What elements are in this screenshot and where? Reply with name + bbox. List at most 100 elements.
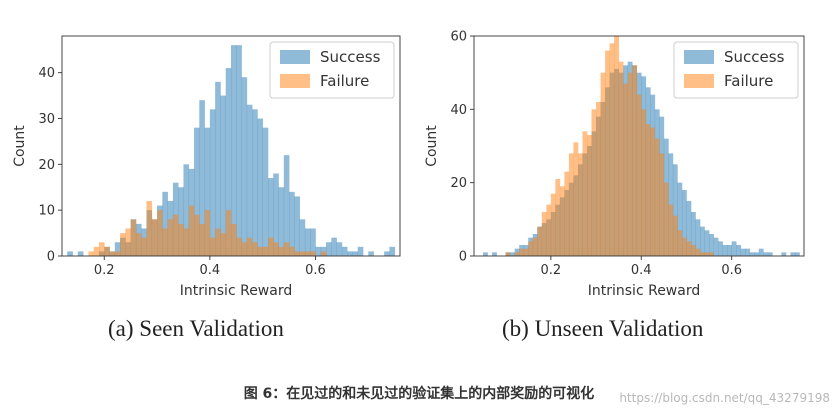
- failure-bar: [151, 219, 158, 256]
- success-bar: [763, 252, 769, 256]
- failure-bar: [541, 212, 547, 256]
- success-bar: [713, 237, 719, 256]
- success-bar: [236, 45, 242, 256]
- success-bar: [283, 155, 290, 256]
- success-bar: [347, 251, 353, 256]
- success-bar: [77, 251, 84, 256]
- failure-bar: [252, 242, 258, 256]
- x-tick-label: 0.4: [200, 263, 221, 278]
- success-bar: [700, 226, 705, 256]
- failure-bar: [146, 201, 153, 256]
- success-bar: [304, 228, 311, 256]
- success-bar: [384, 251, 390, 256]
- failure-bar: [310, 251, 316, 256]
- failure-bar: [609, 43, 615, 256]
- success-bar: [246, 104, 253, 256]
- failure-bar: [577, 153, 583, 256]
- failure-bar: [304, 251, 311, 256]
- x-tick-label: 0.6: [721, 263, 742, 278]
- chart-unseen-validation: 0.2 0.4 0.6 0 20 40 60 Intrinsic Reward Count Suc…: [424, 30, 805, 299]
- success-bar: [672, 164, 678, 256]
- success-bar: [331, 237, 337, 256]
- plot-frame: [473, 35, 805, 257]
- failure-bar: [573, 142, 579, 256]
- failure-bar: [555, 179, 561, 256]
- failure-bar: [220, 233, 227, 256]
- failure-bar: [528, 241, 534, 256]
- success-bar: [758, 248, 764, 256]
- watermark: https://blog.csdn.net/qq_43279198: [619, 391, 830, 405]
- failure-bar: [600, 72, 606, 256]
- failure-bar: [104, 246, 110, 256]
- success-bar: [668, 153, 674, 256]
- success-bar: [289, 191, 295, 256]
- y-tick-label: 40: [38, 66, 55, 81]
- failure-bar: [695, 248, 701, 256]
- success-bar: [745, 248, 751, 256]
- success-bar: [767, 252, 773, 256]
- failure-bar: [668, 204, 674, 256]
- x-tick-label: 0.6: [305, 263, 326, 278]
- success-bar: [677, 182, 683, 256]
- failure-legend-label: Failure: [320, 72, 369, 90]
- success-bar: [262, 127, 269, 256]
- success-bar: [695, 219, 701, 256]
- y-tick-label: 40: [450, 103, 467, 118]
- failure-bar: [546, 204, 552, 256]
- failure-bar: [93, 246, 100, 256]
- failure-bar: [267, 237, 274, 256]
- success-bar: [749, 252, 755, 256]
- success-bar: [731, 241, 737, 256]
- failure-bar: [178, 223, 184, 256]
- success-bar: [183, 164, 190, 256]
- failure-bar: [135, 233, 142, 256]
- y-tick-label: 60: [450, 30, 467, 45]
- failure-bar: [183, 228, 190, 256]
- success-bar: [709, 234, 714, 256]
- failure-legend-label: Failure: [724, 72, 773, 90]
- success-bar: [690, 212, 696, 256]
- success-bar: [225, 68, 232, 256]
- failure-bar: [559, 186, 565, 256]
- success-bar: [320, 246, 327, 256]
- success-legend-swatch: [684, 50, 714, 64]
- plot-frame: [61, 35, 401, 257]
- failure-bar: [120, 233, 126, 256]
- failure-bar: [236, 237, 242, 256]
- failure-bar: [663, 182, 669, 256]
- success-bar: [686, 201, 692, 256]
- failure-bar: [700, 252, 705, 256]
- failure-bar: [172, 214, 179, 256]
- failure-bar: [162, 228, 168, 256]
- failure-bar: [681, 237, 687, 256]
- x-tick-label: 0.2: [94, 263, 115, 278]
- failure-bar: [709, 252, 714, 256]
- success-bar: [273, 173, 279, 256]
- failure-bar: [215, 228, 221, 256]
- success-bar: [754, 252, 760, 256]
- failure-bar: [587, 135, 592, 256]
- y-axis-label: Count: [424, 125, 440, 167]
- failure-bar: [114, 251, 121, 256]
- failure-bar: [167, 219, 174, 256]
- failure-bar: [677, 230, 683, 256]
- x-tick-label: 0.4: [631, 263, 652, 278]
- success-bar: [178, 187, 184, 256]
- success-bar: [336, 242, 343, 256]
- success-bar: [790, 252, 796, 256]
- legend: Success Failure: [269, 41, 395, 99]
- x-tick-label: 0.2: [541, 263, 562, 278]
- failure-bar: [591, 109, 597, 256]
- success-bar: [341, 246, 348, 256]
- failure-bar: [98, 242, 105, 256]
- success-bar: [727, 245, 732, 256]
- y-tick-label: 30: [38, 112, 55, 127]
- failure-legend-swatch: [684, 74, 714, 88]
- failure-bar: [672, 215, 678, 256]
- x-axis-label: Intrinsic Reward: [180, 283, 292, 299]
- failure-bar: [246, 237, 253, 256]
- failure-bar: [299, 251, 306, 256]
- success-bar: [194, 127, 200, 256]
- success-bar: [299, 219, 306, 256]
- legend: Success Failure: [673, 41, 799, 99]
